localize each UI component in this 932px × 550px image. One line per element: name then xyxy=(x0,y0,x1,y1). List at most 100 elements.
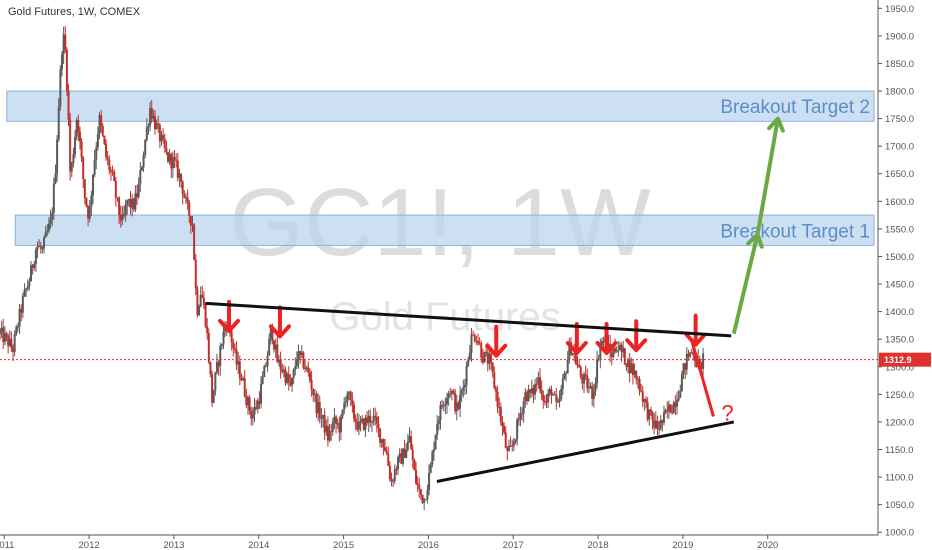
candle-body xyxy=(583,374,586,384)
candle-body xyxy=(43,237,46,249)
red-down-arrow-icon xyxy=(485,324,508,358)
candle-body xyxy=(597,358,600,360)
candle-body xyxy=(142,154,145,168)
red-down-arrow-icon xyxy=(268,305,291,339)
candle-body xyxy=(437,420,440,425)
candle-body xyxy=(167,152,170,162)
candle-body xyxy=(29,265,32,282)
candle-body xyxy=(60,54,63,70)
candle-body xyxy=(132,198,135,210)
candle-body xyxy=(328,431,331,441)
candle-body xyxy=(308,372,311,381)
current-price-badge xyxy=(879,352,931,367)
candle-body xyxy=(398,453,401,458)
candle-body xyxy=(432,449,435,452)
candle-body xyxy=(204,305,207,327)
candle-body xyxy=(338,423,341,433)
candle-body xyxy=(317,401,320,414)
candle-body xyxy=(653,420,656,428)
candle-body xyxy=(426,490,429,500)
y-tick-label: 1500.0 xyxy=(885,252,914,263)
candle-body xyxy=(596,359,599,384)
candle-body xyxy=(486,352,489,364)
candle-body xyxy=(568,342,571,360)
candle-body xyxy=(28,281,31,287)
x-tick-label: 2013 xyxy=(163,540,184,550)
red-down-arrow-icon xyxy=(218,299,241,333)
candle-body xyxy=(638,378,641,391)
candle-body xyxy=(173,157,176,160)
candle-body xyxy=(690,352,693,354)
candle-body xyxy=(302,352,305,368)
candle-body xyxy=(281,369,284,372)
candle-body xyxy=(493,372,496,389)
candle-body xyxy=(692,352,695,356)
candle-body xyxy=(413,459,416,471)
candle-body xyxy=(693,355,696,362)
candle-body xyxy=(165,147,168,153)
candle-body xyxy=(636,378,639,380)
candle-body xyxy=(108,159,111,171)
candle-body xyxy=(65,49,68,91)
candle-body xyxy=(201,294,204,298)
candle-body xyxy=(594,383,597,392)
candle-body xyxy=(191,224,194,226)
candle-body xyxy=(387,453,390,466)
candle-body xyxy=(2,327,5,342)
y-tick-label: 1350.0 xyxy=(885,335,914,346)
candle-body xyxy=(181,181,184,195)
candle-body xyxy=(521,413,524,415)
candle-body xyxy=(475,340,478,342)
candle-body xyxy=(344,401,347,404)
candle-body xyxy=(641,391,644,402)
candle-body xyxy=(682,363,685,375)
candle-body xyxy=(662,412,665,423)
candle-body xyxy=(88,206,91,219)
y-tick-label: 1750.0 xyxy=(885,114,914,125)
candle-body xyxy=(140,167,143,171)
candle-body xyxy=(129,199,132,208)
candle-body xyxy=(339,416,342,433)
question-mark: ? xyxy=(721,400,733,425)
candle-body xyxy=(524,392,527,402)
candle-body xyxy=(49,219,52,224)
candle-body xyxy=(8,338,11,346)
candle-body xyxy=(589,386,592,388)
downside-path-line xyxy=(689,338,715,417)
candle-body xyxy=(522,401,525,414)
candle-body xyxy=(375,416,378,424)
candle-body xyxy=(144,139,147,155)
candle-body xyxy=(59,69,62,107)
candle-body xyxy=(654,420,657,428)
candle-body xyxy=(326,425,329,441)
candle-body xyxy=(534,383,537,395)
candle-body xyxy=(414,470,417,484)
candle-body xyxy=(122,214,125,216)
candle-body xyxy=(304,367,307,370)
candle-body xyxy=(170,153,173,169)
candle-body xyxy=(67,90,70,120)
candle-body xyxy=(15,326,18,335)
candle-body xyxy=(450,391,453,394)
candle-body xyxy=(0,327,3,332)
candle-body xyxy=(219,346,222,367)
candle-body xyxy=(677,397,680,401)
candle-body xyxy=(139,170,142,185)
candle-body xyxy=(620,344,623,353)
candle-body xyxy=(209,361,212,375)
candle-body xyxy=(194,259,197,289)
candle-body xyxy=(131,198,134,208)
candle-body xyxy=(509,445,512,447)
candle-body xyxy=(103,135,106,144)
candle-body xyxy=(516,419,519,440)
candle-body xyxy=(563,373,566,379)
candle-body xyxy=(315,393,318,414)
candle-body xyxy=(584,374,587,376)
candle-body xyxy=(263,366,266,378)
candle-body xyxy=(680,374,683,392)
candle-body xyxy=(12,348,15,352)
candle-body xyxy=(610,352,613,358)
candle-body xyxy=(276,344,279,363)
candle-body xyxy=(635,370,638,380)
